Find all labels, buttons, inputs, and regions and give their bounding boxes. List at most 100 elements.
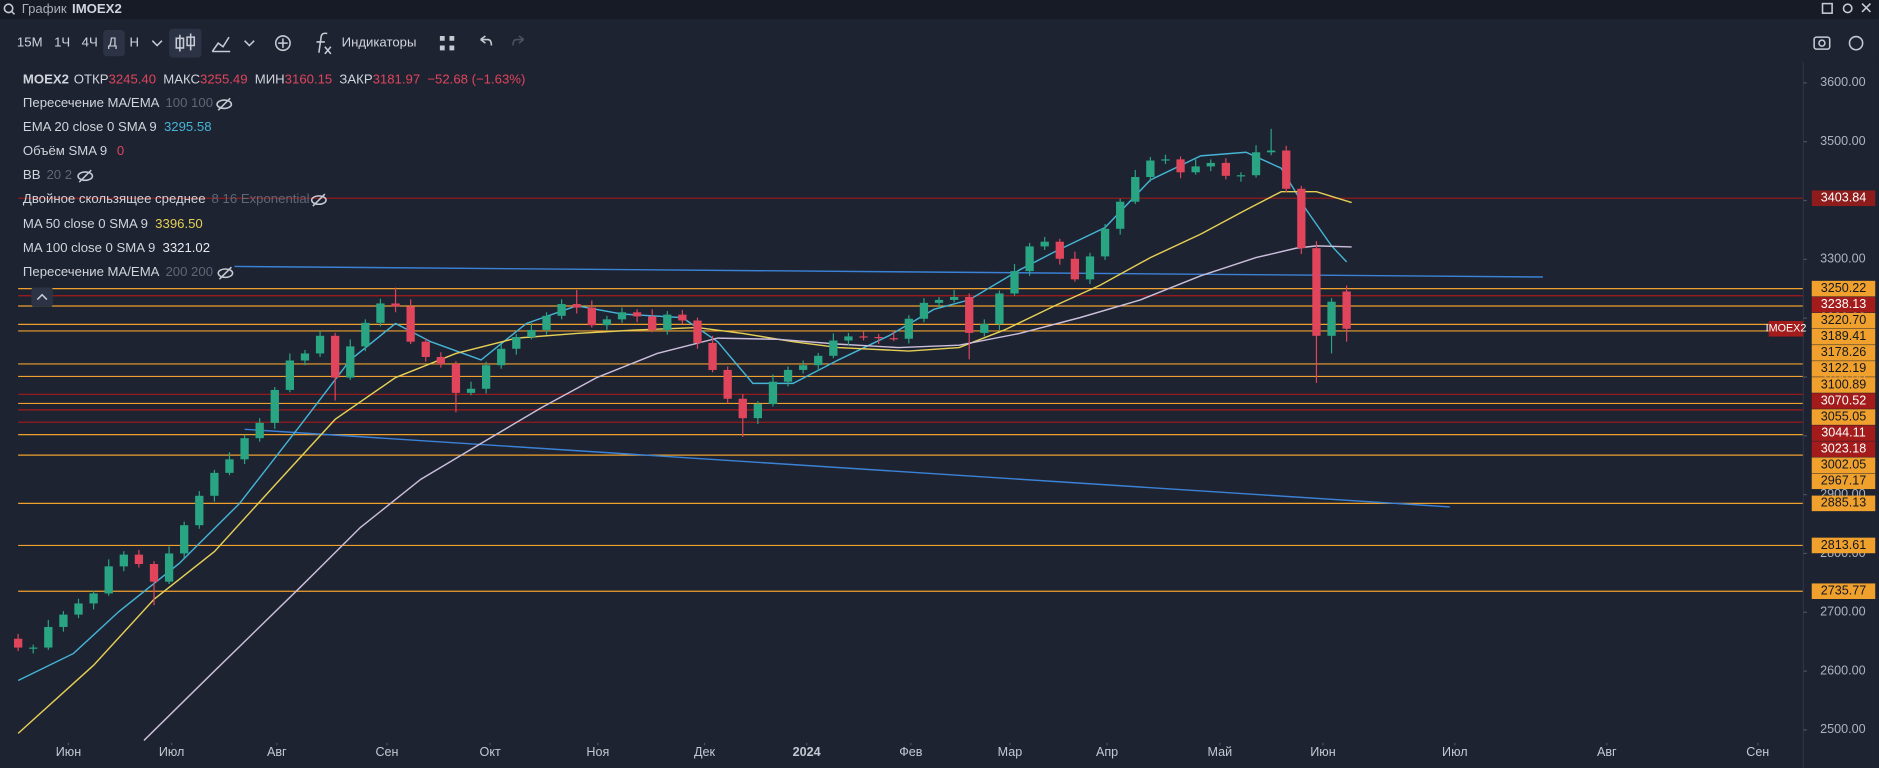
candles-icon[interactable] — [175, 33, 196, 52]
level-label: 3178.26 — [1821, 345, 1866, 359]
timeframe-button[interactable]: 4Ч — [82, 35, 98, 50]
candle-body — [240, 438, 249, 460]
candle-body — [663, 314, 672, 330]
candle-body — [980, 324, 989, 333]
level-label: 3044.11 — [1821, 425, 1866, 439]
indicator-row: Объём SMA 9 0 — [23, 144, 124, 159]
candle-body — [315, 335, 325, 354]
candle-body — [1070, 258, 1080, 280]
search-icon[interactable] — [3, 3, 14, 14]
hidden-icon[interactable] — [77, 169, 94, 183]
candle-body — [919, 302, 929, 319]
templates-icon[interactable] — [439, 35, 455, 51]
indicator-line — [143, 245, 1352, 741]
field-label: ОТКР — [74, 72, 109, 87]
candle-body — [481, 365, 491, 389]
fx-icon[interactable] — [316, 32, 332, 55]
timeframe-button[interactable]: 1Ч — [54, 35, 70, 50]
x-tick-label: Фев — [899, 745, 923, 759]
title-bar — [0, 0, 1879, 20]
x-tick-label: Апр — [1096, 745, 1118, 759]
candle-body — [1312, 248, 1321, 336]
dropdown-icon[interactable] — [151, 40, 163, 47]
candle-body — [512, 336, 521, 349]
candle-body — [783, 369, 793, 382]
search-icon-handle — [10, 10, 16, 15]
compare-icon[interactable] — [274, 35, 291, 52]
candle-body — [617, 312, 627, 320]
candle-body — [1206, 162, 1215, 167]
candle-body — [904, 318, 913, 339]
settings-icon[interactable] — [1842, 3, 1853, 14]
candle-body — [557, 304, 566, 316]
y-tick-label: 2700.00 — [1820, 605, 1865, 619]
candle-body — [1236, 175, 1246, 177]
candle-body — [436, 356, 445, 365]
x-tick-label: 2024 — [793, 745, 821, 759]
popout-icon[interactable] — [1821, 2, 1833, 14]
candle-body — [89, 593, 98, 604]
redo-icon[interactable] — [512, 35, 525, 46]
indicator-name: Двойное скользящее среднее — [23, 192, 206, 207]
indicator-params: 8 16 Exponential — [212, 192, 310, 207]
candle-body — [587, 307, 596, 326]
level-label: 3238.13 — [1821, 297, 1866, 311]
x-tick-label: Сен — [1746, 745, 1769, 759]
candle-body — [814, 355, 823, 366]
window-symbol[interactable]: IMOEX2 — [72, 1, 122, 16]
level-label-bg — [1811, 296, 1876, 313]
settings-icon[interactable] — [1848, 35, 1864, 51]
level-label-bg — [1811, 393, 1876, 409]
candle-body — [1297, 188, 1306, 249]
level-label-bg — [1811, 457, 1876, 474]
series-value: 3396.50 — [155, 217, 203, 232]
timeframe-button[interactable]: 15М — [17, 35, 43, 50]
candle-body — [346, 346, 355, 378]
area-icon[interactable] — [211, 36, 231, 53]
candle-body — [149, 564, 159, 582]
candle-body — [255, 422, 264, 439]
dropdown-icon[interactable] — [244, 40, 255, 47]
undo-icon[interactable] — [480, 35, 493, 46]
level-label-bg — [1811, 280, 1876, 297]
x-tick-label: Авг — [267, 745, 287, 759]
timeframe-button[interactable]: Н — [130, 35, 140, 50]
collapse-button[interactable] — [31, 287, 53, 307]
indicators-button[interactable]: Индикаторы — [342, 35, 417, 50]
field-label: ЗАКР — [339, 72, 372, 87]
level-label: 3002.05 — [1821, 458, 1866, 472]
x-tick-label: Ноя — [586, 745, 609, 759]
hidden-icon[interactable] — [310, 193, 327, 207]
ohlc-row: MOEX2 ОТКР3245.40 МАКС3255.49 МИН3160.15 ЗАК… — [23, 72, 525, 87]
indicator-name: Пересечение MA/EMA — [23, 96, 160, 111]
indicator-params: 20 2 — [46, 168, 72, 183]
y-tick-label: 2500.00 — [1820, 722, 1865, 736]
close-icon[interactable] — [1861, 3, 1871, 13]
series-name: EMA 20 close 0 SMA 9 — [23, 120, 157, 135]
candle-body — [859, 336, 868, 338]
candle-body — [542, 315, 551, 330]
low-value: 3160.15 — [285, 72, 333, 87]
level-label-bg — [1811, 409, 1876, 425]
candle-body — [451, 364, 461, 393]
hidden-icon[interactable] — [217, 266, 234, 280]
open-value: 3245.40 — [109, 72, 157, 87]
compare-plus — [278, 38, 288, 48]
candle-body — [1221, 162, 1231, 176]
level-label-bg — [1811, 583, 1876, 600]
candle-body — [406, 306, 415, 342]
window-title: График — [22, 1, 67, 16]
candle-body — [1251, 152, 1261, 176]
snapshot-icon[interactable] — [1813, 36, 1831, 50]
candle-body — [1100, 228, 1110, 257]
candle-body — [889, 338, 898, 340]
timeframe-button[interactable]: Д — [108, 35, 117, 50]
x-tick-label: Дек — [694, 745, 716, 759]
x-tick-label: Май — [1207, 745, 1232, 759]
candle-body — [59, 614, 68, 627]
level-label: 3189.41 — [1821, 329, 1866, 343]
hidden-icon[interactable] — [216, 97, 233, 111]
candle-body — [29, 647, 38, 649]
level-label-bg — [1811, 473, 1876, 490]
